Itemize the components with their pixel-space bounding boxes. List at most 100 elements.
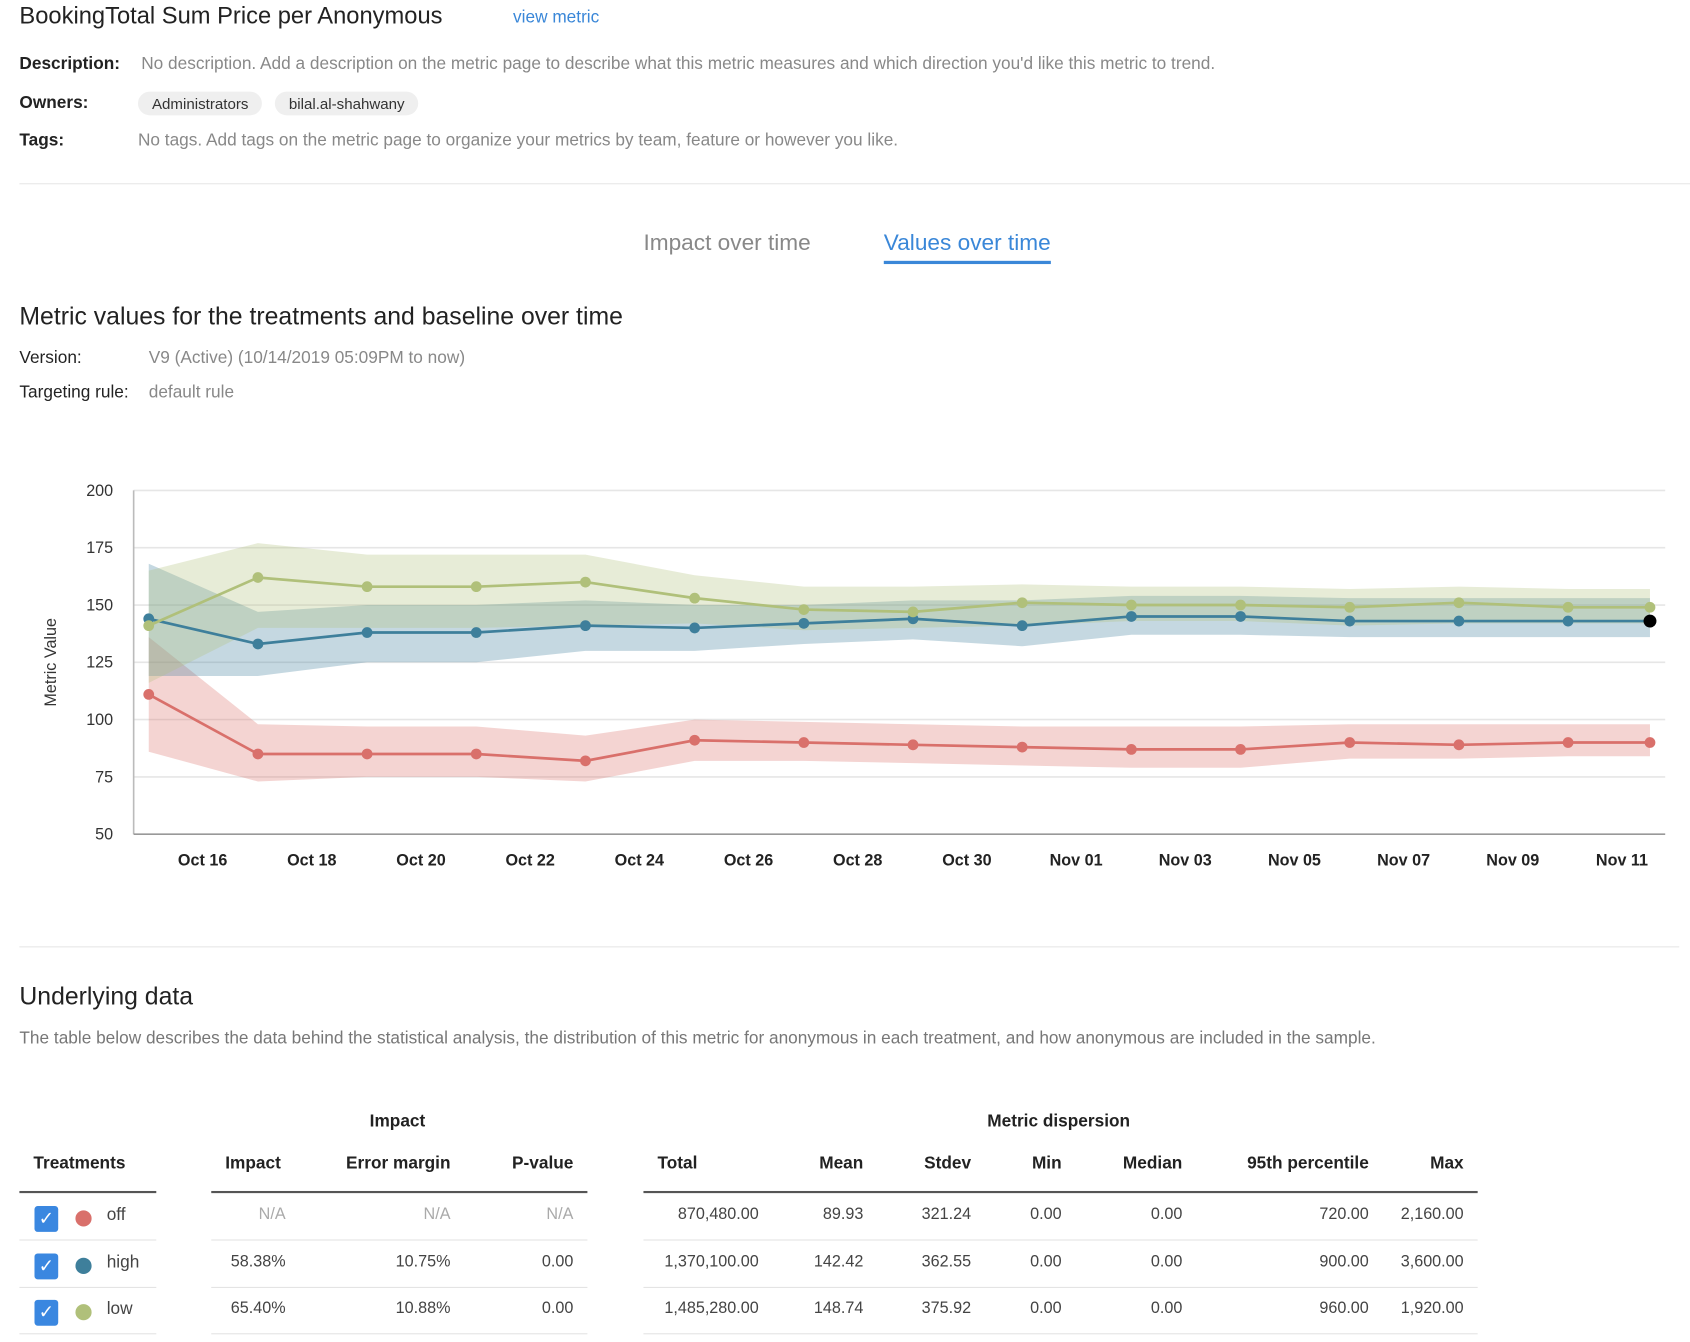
treatment-name: high	[106, 1252, 140, 1272]
checkbox-low[interactable]: ✓	[34, 1299, 59, 1326]
table-cell: 10.75%	[395, 1251, 451, 1271]
description-text: No description. Add a description on the…	[141, 54, 1216, 74]
table-cell: 2,160.00	[1400, 1204, 1464, 1224]
y-axis-label: Metric Value	[42, 618, 60, 707]
data-point-off	[1344, 737, 1356, 748]
column-header-stdev: Stdev	[924, 1154, 972, 1173]
y-tick-label: 150	[86, 596, 113, 614]
checkbox-high[interactable]: ✓	[34, 1252, 59, 1279]
treatment-color-dot	[75, 1257, 92, 1274]
x-tick-label: Oct 16	[178, 851, 227, 869]
data-point-low	[798, 604, 810, 615]
column-header-total: Total	[657, 1154, 698, 1173]
data-point-low	[580, 576, 591, 588]
data-point-high	[1235, 611, 1246, 622]
data-point-off	[907, 739, 919, 751]
x-tick-label: Nov 05	[1268, 851, 1321, 869]
y-tick-label: 75	[95, 768, 113, 786]
confidence-band-low	[148, 543, 1650, 683]
table-cell: 321.24	[921, 1204, 972, 1224]
column-header-p-value: P-value	[512, 1154, 574, 1173]
data-point-low	[252, 572, 264, 583]
tab-values-over-time[interactable]: Values over time	[883, 231, 1051, 265]
column-header-median: Median	[1122, 1154, 1183, 1173]
data-point-low	[361, 581, 373, 593]
row-divider	[643, 1333, 1478, 1335]
table-cell: 375.92	[921, 1298, 972, 1318]
data-point-low	[1016, 597, 1028, 609]
divider	[19, 946, 1680, 948]
column-header-95th-percentile: 95th percentile	[1247, 1154, 1369, 1173]
x-tick-label: Oct 28	[833, 851, 882, 869]
column-header-error-margin: Error margin	[346, 1154, 451, 1173]
data-point-low	[689, 592, 701, 604]
data-point-off	[1125, 744, 1137, 755]
data-point-high	[1344, 615, 1356, 627]
y-tick-label: 175	[86, 539, 113, 557]
data-point-high	[1016, 620, 1028, 632]
x-tick-label: Oct 24	[615, 851, 664, 869]
data-point-high	[798, 617, 810, 629]
column-header-treatments: Treatments	[33, 1154, 126, 1173]
table-cell: 0.00	[541, 1251, 574, 1271]
header-rule	[211, 1190, 588, 1194]
treatment-name: off	[106, 1206, 126, 1225]
data-point-low	[1344, 601, 1356, 613]
metric-title: BookingTotal Sum Price per Anonymous	[19, 2, 443, 30]
x-tick-label: Oct 22	[505, 851, 554, 869]
data-point-off	[689, 734, 701, 746]
x-tick-label: Nov 09	[1486, 851, 1539, 869]
table-cell: 0.00	[1030, 1204, 1062, 1224]
checkbox-off[interactable]: ✓	[34, 1206, 59, 1232]
data-point-off	[1644, 737, 1656, 748]
treatment-color-dot	[75, 1210, 92, 1227]
x-tick-label: Oct 18	[287, 851, 336, 869]
x-tick-label: Nov 11	[1596, 851, 1648, 869]
table-cell: 0.00	[1150, 1251, 1183, 1271]
row-divider	[211, 1239, 588, 1241]
underlying-title: Underlying data	[19, 981, 194, 1010]
confidence-band-off	[148, 637, 1650, 782]
y-tick-label: 200	[86, 482, 113, 500]
column-header-min: Min	[1031, 1154, 1062, 1173]
divider	[19, 183, 1690, 185]
tags-text: No tags. Add tags on the metric page to …	[137, 131, 899, 150]
table-cell: 0.00	[541, 1298, 574, 1318]
data-point-high	[689, 622, 701, 634]
table-cell: 0.00	[1030, 1251, 1062, 1271]
version-label: Version:	[19, 349, 82, 368]
tags-label: Tags:	[19, 131, 65, 150]
table-cell: 960.00	[1319, 1298, 1369, 1318]
table-cell: 0.00	[1030, 1298, 1062, 1318]
column-header-max: Max	[1430, 1154, 1464, 1173]
view-metric-link[interactable]: view metric	[513, 8, 600, 27]
table-cell: 142.42	[813, 1251, 864, 1271]
tab-impact-over-time[interactable]: Impact over time	[643, 230, 811, 256]
table-cell: 720.00	[1319, 1204, 1369, 1224]
data-point-low	[470, 581, 482, 593]
data-point-off	[1235, 744, 1246, 755]
table-cell: N/A	[423, 1204, 451, 1224]
data-point-low	[1235, 599, 1246, 611]
table-cell: 89.93	[822, 1204, 864, 1224]
y-tick-label: 50	[95, 826, 113, 844]
row-divider	[211, 1286, 588, 1288]
treatment-name: low	[106, 1299, 133, 1319]
table-cell: 58.38%	[230, 1251, 286, 1271]
table-cell: 10.88%	[395, 1298, 451, 1318]
data-point-high	[580, 620, 591, 632]
treatment-color-dot	[75, 1304, 92, 1321]
table-cell: N/A	[546, 1204, 574, 1224]
group-header-impact: Impact	[369, 1112, 426, 1131]
data-point-high	[361, 627, 373, 638]
column-header-mean: Mean	[819, 1154, 864, 1173]
table-cell: 3,600.00	[1400, 1251, 1464, 1271]
table-cell: 870,480.00	[677, 1204, 759, 1224]
data-point-off	[143, 689, 155, 700]
owner-badge: bilal.al-shahwany	[274, 91, 419, 116]
data-point-low	[1562, 601, 1574, 613]
data-point-high	[1125, 611, 1137, 622]
data-point-low	[143, 620, 155, 632]
section-title: Metric values for the treatments and bas…	[19, 301, 623, 330]
table-cell: 0.00	[1150, 1298, 1183, 1318]
